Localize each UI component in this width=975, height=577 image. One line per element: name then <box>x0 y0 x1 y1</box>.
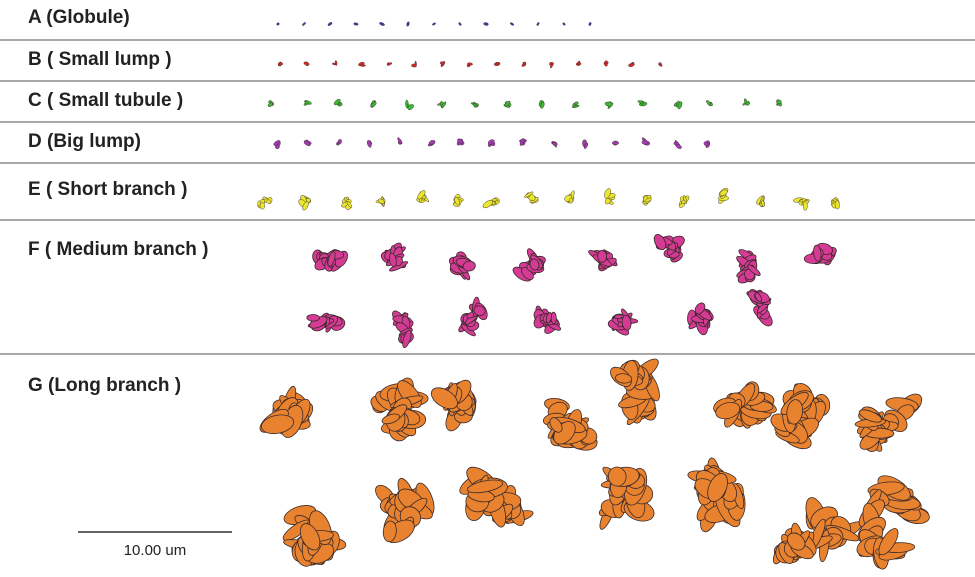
particle-piece <box>307 314 320 321</box>
particle-piece <box>597 250 606 262</box>
row-label: F ( Medium branch ) <box>28 239 209 260</box>
particle-piece <box>360 64 366 66</box>
particle-piece <box>569 198 572 203</box>
row-label: B ( Small lump ) <box>28 49 172 70</box>
scale-bar-label: 10.00 um <box>124 542 187 559</box>
particle-piece <box>411 64 416 68</box>
particle-piece <box>612 141 619 145</box>
row-label: E ( Short branch ) <box>28 179 187 200</box>
row-label: A (Globule) <box>28 7 130 28</box>
row-label: G (Long branch ) <box>28 375 181 396</box>
particle-piece <box>258 201 261 207</box>
particle-piece <box>642 140 649 144</box>
row-label: C ( Small tubule ) <box>28 90 183 111</box>
figure: A (Globule) B ( Small lump ) C ( Small t… <box>0 0 975 577</box>
row-label: D (Big lump) <box>28 131 141 152</box>
particle-piece <box>803 201 807 210</box>
